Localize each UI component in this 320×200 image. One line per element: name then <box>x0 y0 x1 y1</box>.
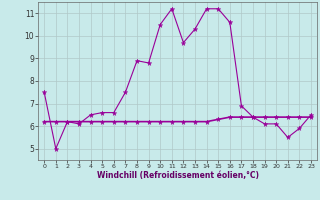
X-axis label: Windchill (Refroidissement éolien,°C): Windchill (Refroidissement éolien,°C) <box>97 171 259 180</box>
